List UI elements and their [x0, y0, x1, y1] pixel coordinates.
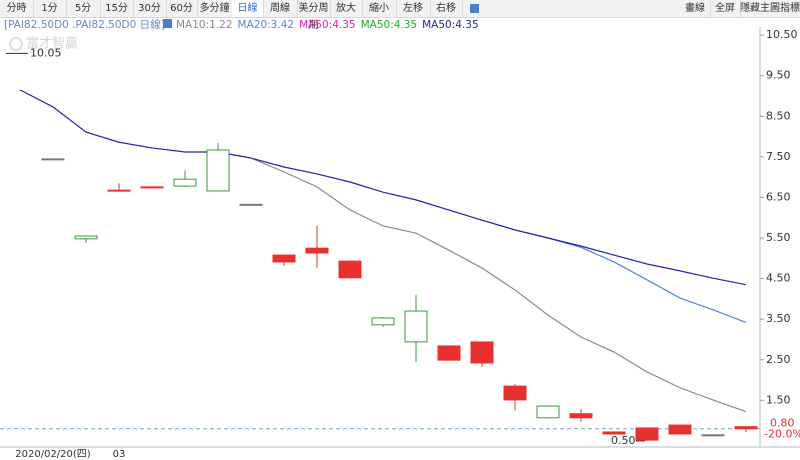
toolbar-button[interactable]: 周線: [263, 0, 298, 17]
last-price-label: 0.80: [770, 417, 795, 430]
symbol-icon: [163, 19, 172, 28]
toolbar: 分時 1分 5分 15分 30分 60分 多分鐘 日線 周線 美分周期 放大 縮小 左移 右移 畫線 全屏 隱藏…: [0, 0, 800, 31]
frame: [0, 18, 800, 460]
candle-body: [173, 178, 197, 187]
legend-entry: MA10:1.22: [176, 19, 233, 31]
candle-body: [470, 341, 494, 364]
candle-body: [206, 149, 230, 192]
candle-body: [272, 254, 296, 263]
candle-body: [305, 247, 329, 254]
candle-body: [74, 235, 98, 240]
y-tick-label: 3.50: [766, 312, 791, 325]
change-label: -20.0%: [764, 428, 800, 441]
candle-body: [338, 260, 362, 279]
add-icon[interactable]: [470, 4, 479, 13]
candle-body: [107, 189, 131, 192]
toolbar-button[interactable]: 畫線: [680, 0, 711, 17]
toolbar-button[interactable]: 縮小: [362, 0, 397, 17]
toolbar-button[interactable]: 1分: [33, 0, 67, 17]
ma-line: [217, 151, 747, 413]
candle-body: [668, 424, 692, 435]
toolbar-button[interactable]: 美分周期: [297, 0, 331, 31]
toolbar-button[interactable]: 放大: [330, 0, 363, 17]
toolbar-button[interactable]: 60分: [166, 0, 198, 17]
legend-entry: MA50:4.35: [361, 19, 418, 31]
legend-entry: MA50:4.35: [299, 19, 356, 31]
toolbar-button[interactable]: 日線: [232, 0, 264, 17]
y-tick-label: 2.50: [766, 353, 791, 366]
y-tick-label: 7.50: [766, 150, 791, 163]
toolbar-button[interactable]: 左移: [396, 0, 431, 17]
x-tick-label: 2020/02/20(四): [15, 449, 91, 460]
candle-body: [536, 405, 560, 419]
toolbar-button[interactable]: 30分: [133, 0, 167, 17]
y-tick-label: 9.50: [766, 69, 791, 82]
candle-body: [602, 431, 626, 435]
toolbar-button[interactable]: 分時: [0, 0, 34, 17]
candle-body: [569, 413, 593, 419]
symbol: [PAI82.50D0 .PAI82.50D0 日線]: [4, 18, 165, 31]
candle-body: [701, 434, 725, 437]
x-tick-label: 03: [113, 449, 126, 460]
candle-body: [41, 158, 65, 161]
y-tick-label: 1.50: [766, 393, 791, 406]
y-tick-label: 10.50: [766, 28, 798, 41]
high-marker-label: 10.05: [30, 46, 62, 59]
toolbar-button[interactable]: 15分: [100, 0, 134, 17]
candle-body: [734, 426, 758, 430]
watermark: 富才智贏: [26, 36, 78, 52]
y-tick-label: 8.50: [766, 109, 791, 122]
candle-body: [635, 427, 659, 441]
candle-body: [503, 385, 527, 401]
toolbar-button[interactable]: 全屏: [710, 0, 741, 17]
candle-body: [371, 317, 395, 326]
legend-entry: MA20:3.42: [238, 19, 295, 31]
legend-entry: MA50:4.35: [422, 19, 479, 31]
candle-body: [437, 345, 461, 361]
candle-body: [239, 203, 263, 206]
ma-line: [19, 89, 747, 286]
candle-body: [404, 310, 428, 343]
low-marker-label: 0.50: [611, 434, 636, 447]
y-tick-label: 5.50: [766, 231, 791, 244]
toolbar-button[interactable]: 5分: [66, 0, 101, 17]
y-tick-label: 4.50: [766, 272, 791, 285]
watermark-logo: [9, 37, 23, 51]
toolbar-button[interactable]: 隱藏主圖指標: [740, 0, 800, 17]
ma-line: [481, 219, 747, 323]
y-tick-label: 6.50: [766, 190, 791, 203]
candle-body: [140, 186, 164, 189]
toolbar-button[interactable]: 右移: [430, 0, 463, 17]
